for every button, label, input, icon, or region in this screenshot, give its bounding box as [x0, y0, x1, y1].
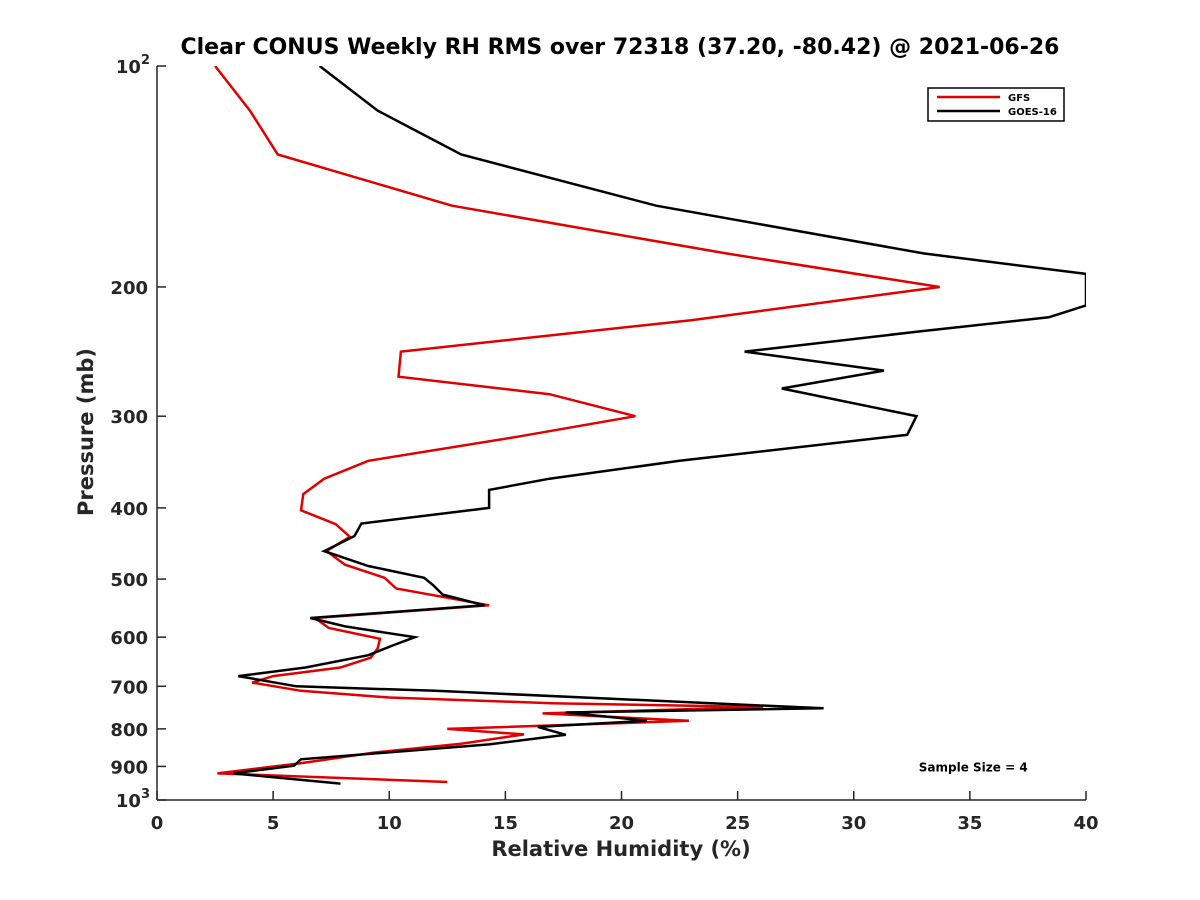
y-tick-label: 400: [110, 499, 148, 520]
x-axis-label: Relative Humidity (%): [491, 837, 750, 861]
x-tick-label: 0: [151, 813, 164, 834]
legend-label-gfs: GFS: [1008, 93, 1030, 104]
y-tick-label: 500: [110, 570, 148, 591]
y-axis-label: Pressure (mb): [74, 348, 98, 516]
series-group: [214, 66, 1086, 785]
x-tick-label: 10: [377, 813, 402, 834]
x-tick-label: 15: [493, 813, 518, 834]
y-tick-label: 103: [116, 787, 150, 812]
x-tick-label: 5: [267, 813, 280, 834]
x-tick-label: 30: [841, 813, 866, 834]
y-tick-label: 102: [116, 53, 150, 78]
plot-area: 0 5 10 15 20 25 30 35 40 102 200 300 400 500 600 700 800…: [110, 53, 1098, 834]
series-line-gfs: [214, 66, 940, 784]
y-tick-label: 300: [110, 407, 148, 428]
x-tick-label: 35: [957, 813, 982, 834]
y-tick-label: 800: [110, 720, 148, 741]
y-tick-label: 900: [110, 757, 148, 778]
x-tick-label: 25: [725, 813, 750, 834]
legend-label-goes-16: GOES-16: [1008, 107, 1057, 118]
y-tick-label: 700: [110, 677, 148, 698]
chart-title: Clear CONUS Weekly RH RMS over 72318 (37…: [181, 35, 1060, 60]
y-tick-label: 200: [110, 278, 148, 299]
x-tick-label: 40: [1073, 813, 1098, 834]
y-tick-label: 600: [110, 628, 148, 649]
legend: GFS GOES-16: [927, 87, 1065, 122]
series-line-goes-16: [233, 66, 1086, 785]
annotations: Sample Size = 4: [919, 760, 1028, 774]
annotation-sample-size: Sample Size = 4: [919, 760, 1028, 774]
x-tick-label: 20: [609, 813, 634, 834]
legend-box: [927, 87, 1065, 122]
